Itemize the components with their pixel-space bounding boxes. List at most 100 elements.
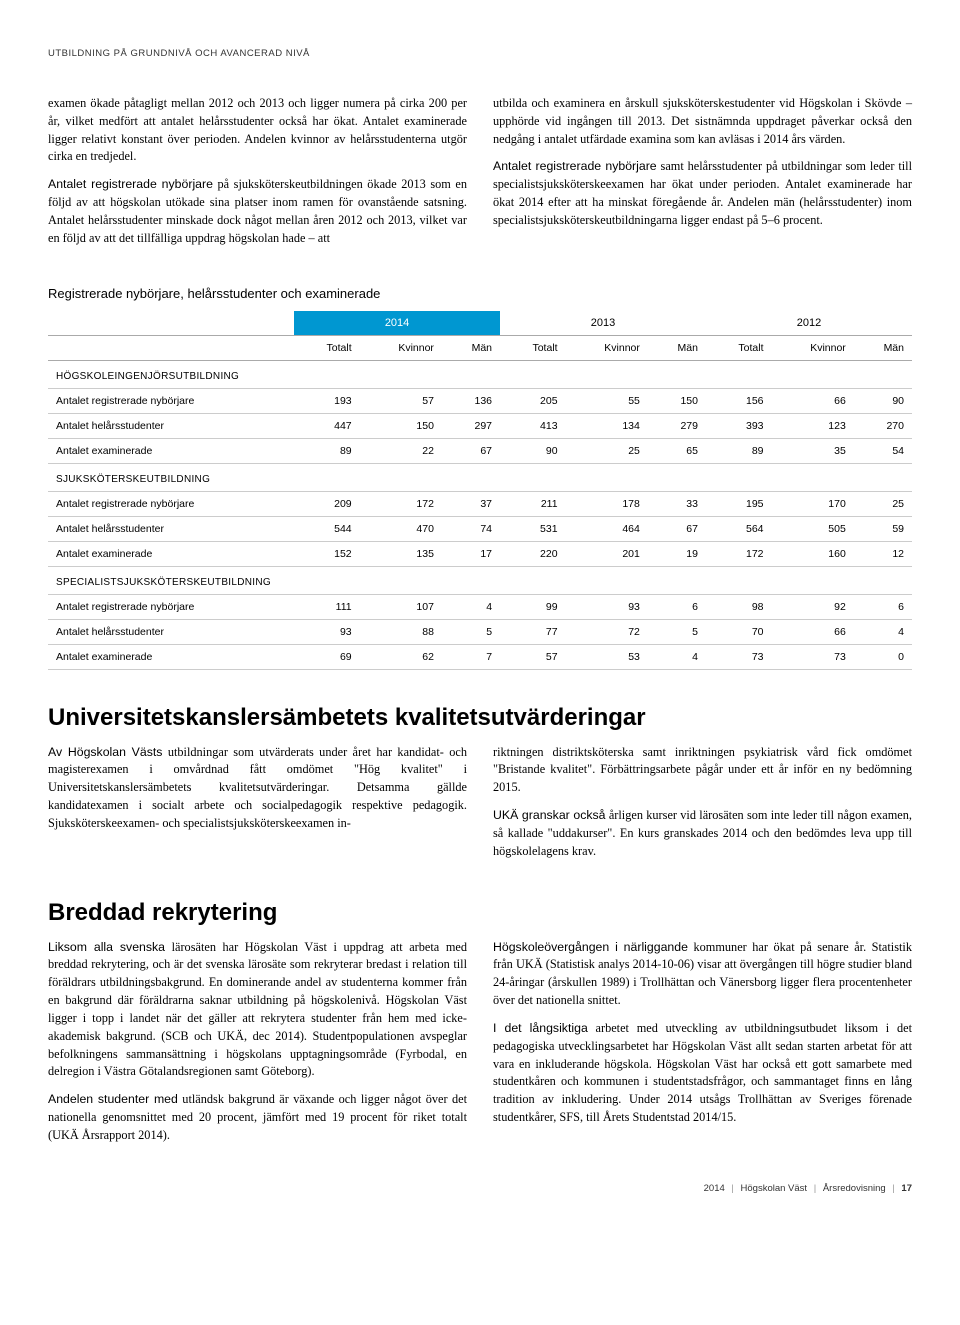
cell: 134	[566, 413, 648, 438]
cell: 67	[442, 438, 500, 463]
cell: 136	[442, 388, 500, 413]
cell: 150	[648, 388, 706, 413]
cell: 62	[360, 644, 442, 669]
cell: 57	[500, 644, 566, 669]
table-section-title: SPECIALISTSJUKSKÖTERSKEUTBILDNING	[48, 566, 912, 594]
cell: 4	[442, 594, 500, 619]
cell: 67	[648, 516, 706, 541]
cell: 22	[360, 438, 442, 463]
row-label: Antalet examinerade	[48, 541, 294, 566]
cell: 193	[294, 388, 360, 413]
table-section-title: SJUKSKÖTERSKEUTBILDNING	[48, 463, 912, 491]
cell: 19	[648, 541, 706, 566]
cell: 72	[566, 619, 648, 644]
paragraph: riktningen distriktsköterska samt inrikt…	[493, 744, 912, 797]
cell: 89	[706, 438, 772, 463]
cell: 150	[360, 413, 442, 438]
cell: 92	[772, 594, 854, 619]
cell: 6	[854, 594, 912, 619]
cell: 111	[294, 594, 360, 619]
cell: 37	[442, 491, 500, 516]
cell: 170	[772, 491, 854, 516]
footer-org: Högskolan Väst	[741, 1183, 808, 1194]
cell: 297	[442, 413, 500, 438]
section-title: Universitetskanslersämbetets kvalitetsut…	[48, 704, 912, 732]
cell: 7	[442, 644, 500, 669]
intro-left: examen ökade påtagligt mellan 2012 och 2…	[48, 95, 467, 258]
table-row: Antalet helårsstudenter938857772570664	[48, 619, 912, 644]
paragraph: examen ökade påtagligt mellan 2012 och 2…	[48, 95, 467, 166]
cell: 35	[772, 438, 854, 463]
row-label: Antalet helårsstudenter	[48, 516, 294, 541]
row-label: Antalet examinerade	[48, 438, 294, 463]
col-head: Totalt	[706, 335, 772, 360]
cell: 5	[648, 619, 706, 644]
row-label: Antalet examinerade	[48, 644, 294, 669]
row-label: Antalet helårsstudenter	[48, 619, 294, 644]
paragraph: Andelen studenter med utländsk bakgrund …	[48, 1091, 467, 1144]
table-row: Antalet registrerade nybörjare1111074999…	[48, 594, 912, 619]
cell: 93	[566, 594, 648, 619]
cell: 4	[648, 644, 706, 669]
cell: 160	[772, 541, 854, 566]
table-row: Antalet registrerade nybörjare1935713620…	[48, 388, 912, 413]
cell: 73	[772, 644, 854, 669]
cell: 0	[854, 644, 912, 669]
col-head: Män	[442, 335, 500, 360]
cell: 447	[294, 413, 360, 438]
intro-right: utbilda och examinera en årskull sjukskö…	[493, 95, 912, 258]
col-head: Kvinnor	[360, 335, 442, 360]
cell: 54	[854, 438, 912, 463]
cell: 90	[854, 388, 912, 413]
footer-sep: |	[892, 1183, 894, 1194]
cell: 25	[566, 438, 648, 463]
cell: 393	[706, 413, 772, 438]
page-header: UTBILDNING PÅ GRUNDNIVÅ OCH AVANCERAD NI…	[48, 48, 912, 59]
table-section-title: HÖGSKOLEINGENJÖRSUTBILDNING	[48, 360, 912, 388]
cell: 74	[442, 516, 500, 541]
section-right: Högskoleövergången i närliggande kommune…	[493, 939, 912, 1155]
year-head-2012: 2012	[706, 311, 912, 336]
footer-year: 2014	[704, 1183, 725, 1194]
cell: 211	[500, 491, 566, 516]
section-columns: Av Högskolan Västs utbildningar som utvä…	[48, 744, 912, 871]
cell: 4	[854, 619, 912, 644]
paragraph: I det långsiktiga arbetet med utveckling…	[493, 1020, 912, 1127]
col-head: Kvinnor	[772, 335, 854, 360]
cell: 98	[706, 594, 772, 619]
footer-sep: |	[731, 1183, 733, 1194]
data-table: 2014 2013 2012 Totalt Kvinnor Män Totalt…	[48, 311, 912, 670]
cell: 73	[706, 644, 772, 669]
cell: 17	[442, 541, 500, 566]
cell: 66	[772, 388, 854, 413]
section-left: Liksom alla svenska lärosäten har Högsko…	[48, 939, 467, 1155]
cell: 195	[706, 491, 772, 516]
paragraph: utbilda och examinera en årskull sjukskö…	[493, 95, 912, 148]
cell: 544	[294, 516, 360, 541]
table-row: Antalet examinerade152135172202011917216…	[48, 541, 912, 566]
section-left: Av Högskolan Västs utbildningar som utvä…	[48, 744, 467, 871]
cell: 88	[360, 619, 442, 644]
cell: 59	[854, 516, 912, 541]
cell: 220	[500, 541, 566, 566]
paragraph: Högskoleövergången i närliggande kommune…	[493, 939, 912, 1010]
paragraph: Av Högskolan Västs utbildningar som utvä…	[48, 744, 467, 833]
cell: 464	[566, 516, 648, 541]
blank-head	[48, 311, 294, 336]
col-head: Totalt	[500, 335, 566, 360]
cell: 209	[294, 491, 360, 516]
cell: 205	[500, 388, 566, 413]
paragraph: Liksom alla svenska lärosäten har Högsko…	[48, 939, 467, 1082]
cell: 70	[706, 619, 772, 644]
cell: 53	[566, 644, 648, 669]
section-right: riktningen distriktsköterska samt inrikt…	[493, 744, 912, 871]
cell: 135	[360, 541, 442, 566]
cell: 172	[360, 491, 442, 516]
year-head-2014: 2014	[294, 311, 500, 336]
cell: 172	[706, 541, 772, 566]
table-row: Antalet examinerade696275753473730	[48, 644, 912, 669]
section-columns: Liksom alla svenska lärosäten har Högsko…	[48, 939, 912, 1155]
paragraph: Antalet registrerade nybörjare på sjuksk…	[48, 176, 467, 247]
cell: 93	[294, 619, 360, 644]
intro-columns: examen ökade påtagligt mellan 2012 och 2…	[48, 95, 912, 258]
